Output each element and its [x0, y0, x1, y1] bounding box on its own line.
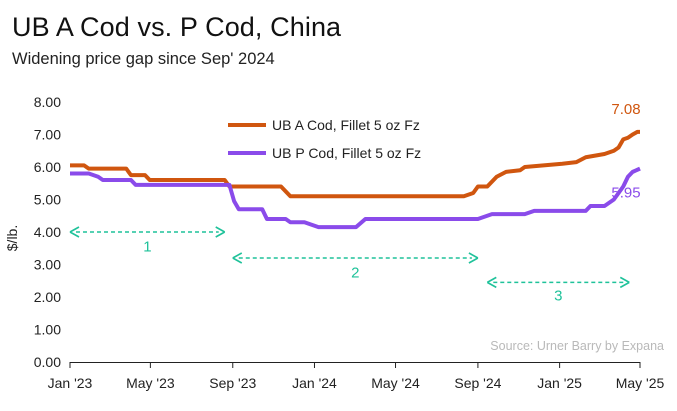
y-tick-label: 3.00: [34, 257, 61, 273]
arrow-head-left: [69, 226, 80, 238]
chart-title: UB A Cod vs. P Cod, China: [12, 12, 342, 42]
y-tick-label: 8.00: [34, 94, 61, 110]
y-tick-label: 5.00: [34, 192, 61, 208]
chart-subtitle: Widening price gap since Sep' 2024: [12, 50, 275, 68]
a-cod-series-line: [70, 129, 640, 199]
period-label: 2: [351, 265, 359, 282]
p-cod-series-line: [70, 166, 641, 230]
end-value-label: 7.08: [611, 101, 640, 118]
annotations: 1 2 3: [69, 226, 630, 304]
x-tick-label: Jan '25: [537, 375, 582, 391]
y-tick-label: 0.00: [34, 354, 61, 370]
x-tick-label: Jan '23: [48, 375, 93, 391]
arrow-head-right: [619, 276, 630, 289]
legend-label: UB P Cod, Fillet 5 oz Fz: [272, 145, 421, 161]
legend-label: UB A Cod, Fillet 5 oz Fz: [272, 117, 420, 133]
x-tick-label: May '23: [126, 375, 175, 391]
y-tick-label: 4.00: [34, 224, 61, 240]
y-tick-label: 7.00: [34, 127, 61, 143]
period-label: 3: [554, 287, 562, 304]
x-tick-label: May '25: [616, 375, 665, 391]
series-lines: [70, 129, 641, 230]
arrow-head-left: [486, 276, 497, 289]
x-tick-label: Sep '24: [454, 375, 501, 391]
x-tick-label: May '24: [371, 375, 420, 391]
y-axis-ticks: 0.00 1.00 2.00 3.00 4.00 5.00 6.00 7.00 8.00: [34, 94, 61, 370]
period-label: 1: [143, 239, 151, 256]
y-axis-label: $/lb.: [4, 225, 20, 251]
arrow-head-right: [468, 252, 479, 264]
arrow-head-right: [215, 226, 226, 238]
arrow-head-left: [232, 252, 243, 264]
y-tick-label: 1.00: [34, 322, 61, 338]
x-tick-label: Sep '23: [209, 375, 256, 391]
legend: UB A Cod, Fillet 5 oz Fz UB P Cod, Fillet…: [228, 117, 421, 161]
end-labels: 7.08 5.95: [611, 101, 640, 202]
y-tick-label: 2.00: [34, 289, 61, 305]
x-axis-ticks: Jan '23 May '23 Sep '23 Jan '24 May '24 Sep '…: [48, 362, 665, 391]
x-tick-label: Jan '24: [292, 375, 337, 391]
source-note: Source: Urner Barry by Expana: [490, 339, 664, 353]
y-tick-label: 6.00: [34, 159, 61, 175]
end-value-label: 5.95: [611, 185, 640, 202]
